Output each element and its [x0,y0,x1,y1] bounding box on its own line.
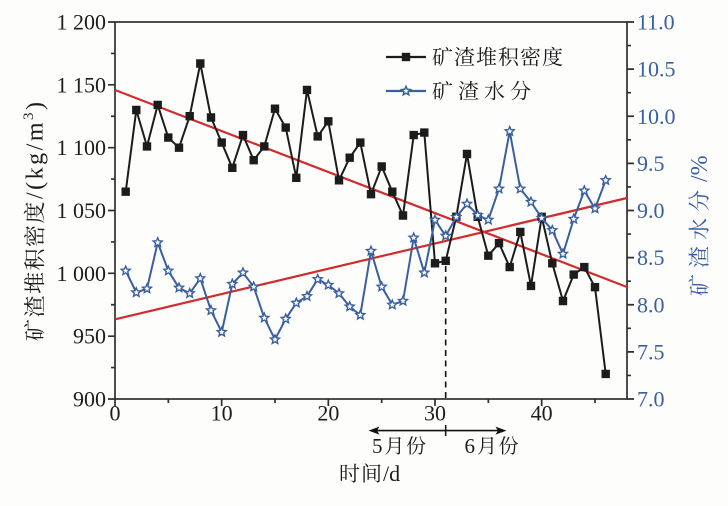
svg-text:40: 40 [531,401,553,426]
svg-text:/(kg/m3): /(kg/m3) [21,100,49,200]
svg-text:6: 6 [465,434,476,458]
svg-text:5: 5 [372,434,383,458]
svg-text:10.5: 10.5 [637,57,676,82]
svg-text:1 050: 1 050 [57,198,107,223]
svg-text:0: 0 [110,401,121,426]
svg-text:1 200: 1 200 [57,10,107,35]
svg-text:9.0: 9.0 [637,198,665,223]
svg-text:7.0: 7.0 [637,387,665,412]
svg-text:/%: /% [687,155,713,182]
svg-text:9.5: 9.5 [637,151,665,176]
svg-text:11.0: 11.0 [637,10,675,35]
svg-text:7.5: 7.5 [637,339,665,364]
svg-text:8.0: 8.0 [637,292,665,317]
svg-text:950: 950 [73,324,106,349]
svg-text:10.0: 10.0 [637,104,676,129]
svg-text:/d: /d [383,461,400,486]
svg-text:10: 10 [211,401,233,426]
svg-text:1 100: 1 100 [57,135,107,160]
svg-text:1 000: 1 000 [57,261,107,286]
svg-text:8.5: 8.5 [637,245,665,270]
svg-text:900: 900 [73,387,106,412]
svg-text:30: 30 [424,401,446,426]
svg-text:20: 20 [317,401,339,426]
svg-text:1 150: 1 150 [57,72,107,97]
